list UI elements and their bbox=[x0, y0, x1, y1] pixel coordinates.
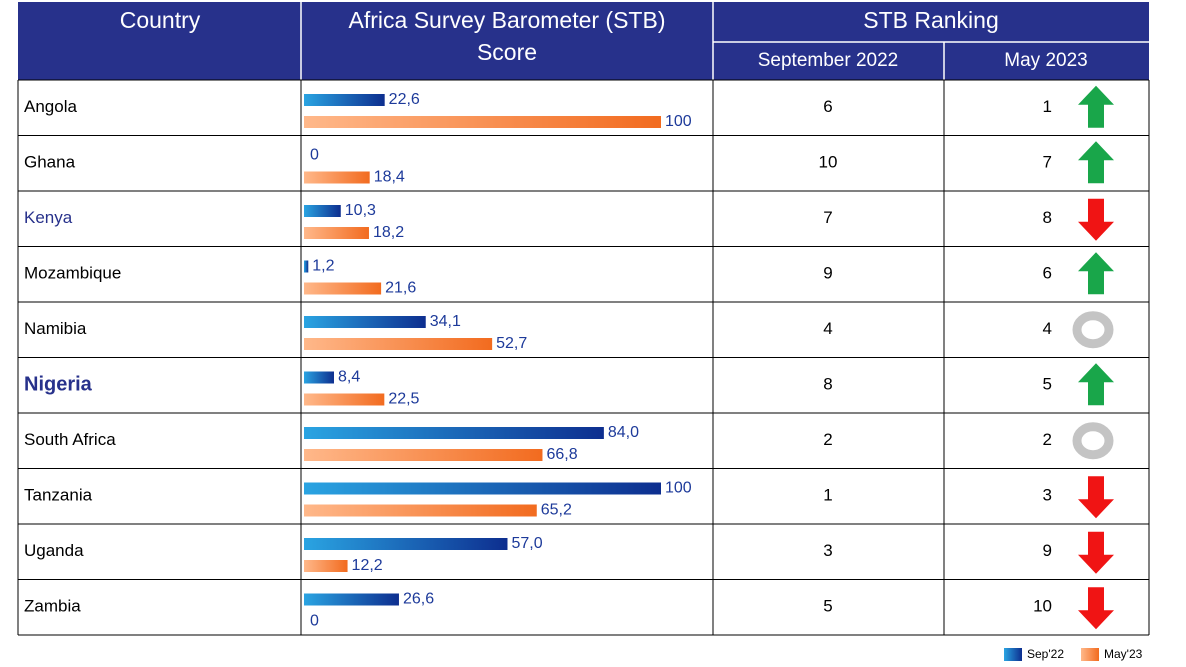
rank-may: 4 bbox=[1043, 319, 1052, 338]
country-name: Nigeria bbox=[24, 374, 93, 396]
no-change bbox=[1072, 311, 1114, 349]
header-bg bbox=[18, 2, 1149, 80]
bar bbox=[304, 94, 385, 106]
value-label: 66,8 bbox=[546, 446, 577, 463]
rank-may: 10 bbox=[1033, 597, 1052, 616]
country-name: Zambia bbox=[24, 597, 81, 616]
legend-label: May'23 bbox=[1104, 647, 1143, 661]
rank-may: 5 bbox=[1043, 375, 1052, 394]
header-score-box: Africa Survey Barometer (STB) Score bbox=[348, 7, 666, 65]
rank-may: 1 bbox=[1043, 97, 1052, 116]
bar bbox=[304, 427, 604, 439]
value-label: 57,0 bbox=[511, 535, 542, 552]
value-label: 21,6 bbox=[385, 280, 416, 297]
header-may: May 2023 bbox=[1004, 50, 1087, 71]
rank-may: 3 bbox=[1043, 486, 1052, 505]
value-label: 84,0 bbox=[608, 424, 639, 441]
header-ranking: STB Ranking bbox=[863, 7, 999, 33]
bar bbox=[304, 116, 661, 128]
arrow-up bbox=[1078, 141, 1114, 184]
bar bbox=[304, 205, 341, 217]
bar bbox=[304, 482, 661, 495]
country-name: Kenya bbox=[24, 208, 73, 227]
rank-sep: 9 bbox=[823, 264, 832, 283]
value-label: 22,6 bbox=[389, 91, 420, 108]
value-label: 0 bbox=[310, 147, 319, 164]
rank-sep: 8 bbox=[823, 375, 832, 394]
country-name: Ghana bbox=[24, 153, 76, 172]
value-label: 34,1 bbox=[430, 313, 461, 330]
value-label: 26,6 bbox=[403, 591, 434, 608]
bar bbox=[304, 316, 426, 328]
legend-label: Sep'22 bbox=[1027, 647, 1064, 661]
bar bbox=[304, 538, 508, 550]
arrow-down bbox=[1078, 476, 1114, 519]
rank-sep: 6 bbox=[823, 97, 832, 116]
value-label: 0 bbox=[310, 613, 319, 630]
header-sep: September 2022 bbox=[758, 50, 899, 71]
rank-sep: 5 bbox=[823, 597, 832, 616]
value-label: 52,7 bbox=[496, 335, 527, 352]
rank-sep: 2 bbox=[823, 430, 832, 449]
value-label: 22,5 bbox=[388, 391, 419, 408]
legend-swatch bbox=[1004, 648, 1022, 661]
value-label: 18,4 bbox=[374, 169, 405, 186]
bar bbox=[304, 227, 369, 239]
rank-may: 7 bbox=[1043, 153, 1052, 172]
rank-sep: 10 bbox=[819, 153, 838, 172]
value-label: 18,2 bbox=[373, 224, 404, 241]
bar bbox=[304, 171, 370, 184]
country-name: Uganda bbox=[24, 541, 84, 560]
value-label: 12,2 bbox=[352, 557, 383, 574]
country-name: Namibia bbox=[24, 319, 87, 338]
arrow-down bbox=[1078, 587, 1114, 630]
bar bbox=[304, 393, 385, 406]
value-label: 8,4 bbox=[338, 369, 360, 386]
arrow-up bbox=[1078, 85, 1114, 128]
bar bbox=[304, 338, 493, 350]
rank-sep: 1 bbox=[823, 486, 832, 505]
bar bbox=[304, 260, 309, 273]
arrow-down bbox=[1078, 531, 1114, 574]
rank-may: 8 bbox=[1043, 208, 1052, 227]
rank-may: 9 bbox=[1043, 541, 1052, 560]
value-label: 10,3 bbox=[345, 202, 376, 219]
arrow-up bbox=[1078, 252, 1114, 295]
header-country: Country bbox=[120, 7, 201, 33]
value-label: 100 bbox=[665, 480, 692, 497]
rank-may: 2 bbox=[1043, 430, 1052, 449]
bar bbox=[304, 371, 334, 384]
header-score: Africa Survey Barometer (STB) Score bbox=[348, 7, 666, 65]
value-label: 65,2 bbox=[541, 502, 572, 519]
value-label: 100 bbox=[665, 113, 692, 130]
bar bbox=[304, 282, 382, 295]
arrow-up bbox=[1078, 363, 1114, 406]
bar bbox=[304, 593, 399, 606]
arrow-down bbox=[1078, 198, 1114, 241]
country-name: Angola bbox=[24, 97, 77, 116]
bar bbox=[304, 560, 348, 572]
value-label: 1,2 bbox=[312, 258, 334, 275]
rank-sep: 7 bbox=[823, 208, 832, 227]
country-name: South Africa bbox=[24, 430, 116, 449]
bar bbox=[304, 449, 543, 461]
rank-sep: 4 bbox=[823, 319, 832, 338]
rank-may: 6 bbox=[1043, 264, 1052, 283]
rank-sep: 3 bbox=[823, 541, 832, 560]
legend-swatch bbox=[1081, 648, 1099, 661]
country-name: Tanzania bbox=[24, 486, 93, 505]
country-name: Mozambique bbox=[24, 264, 121, 283]
no-change bbox=[1072, 422, 1114, 460]
bar bbox=[304, 504, 537, 517]
